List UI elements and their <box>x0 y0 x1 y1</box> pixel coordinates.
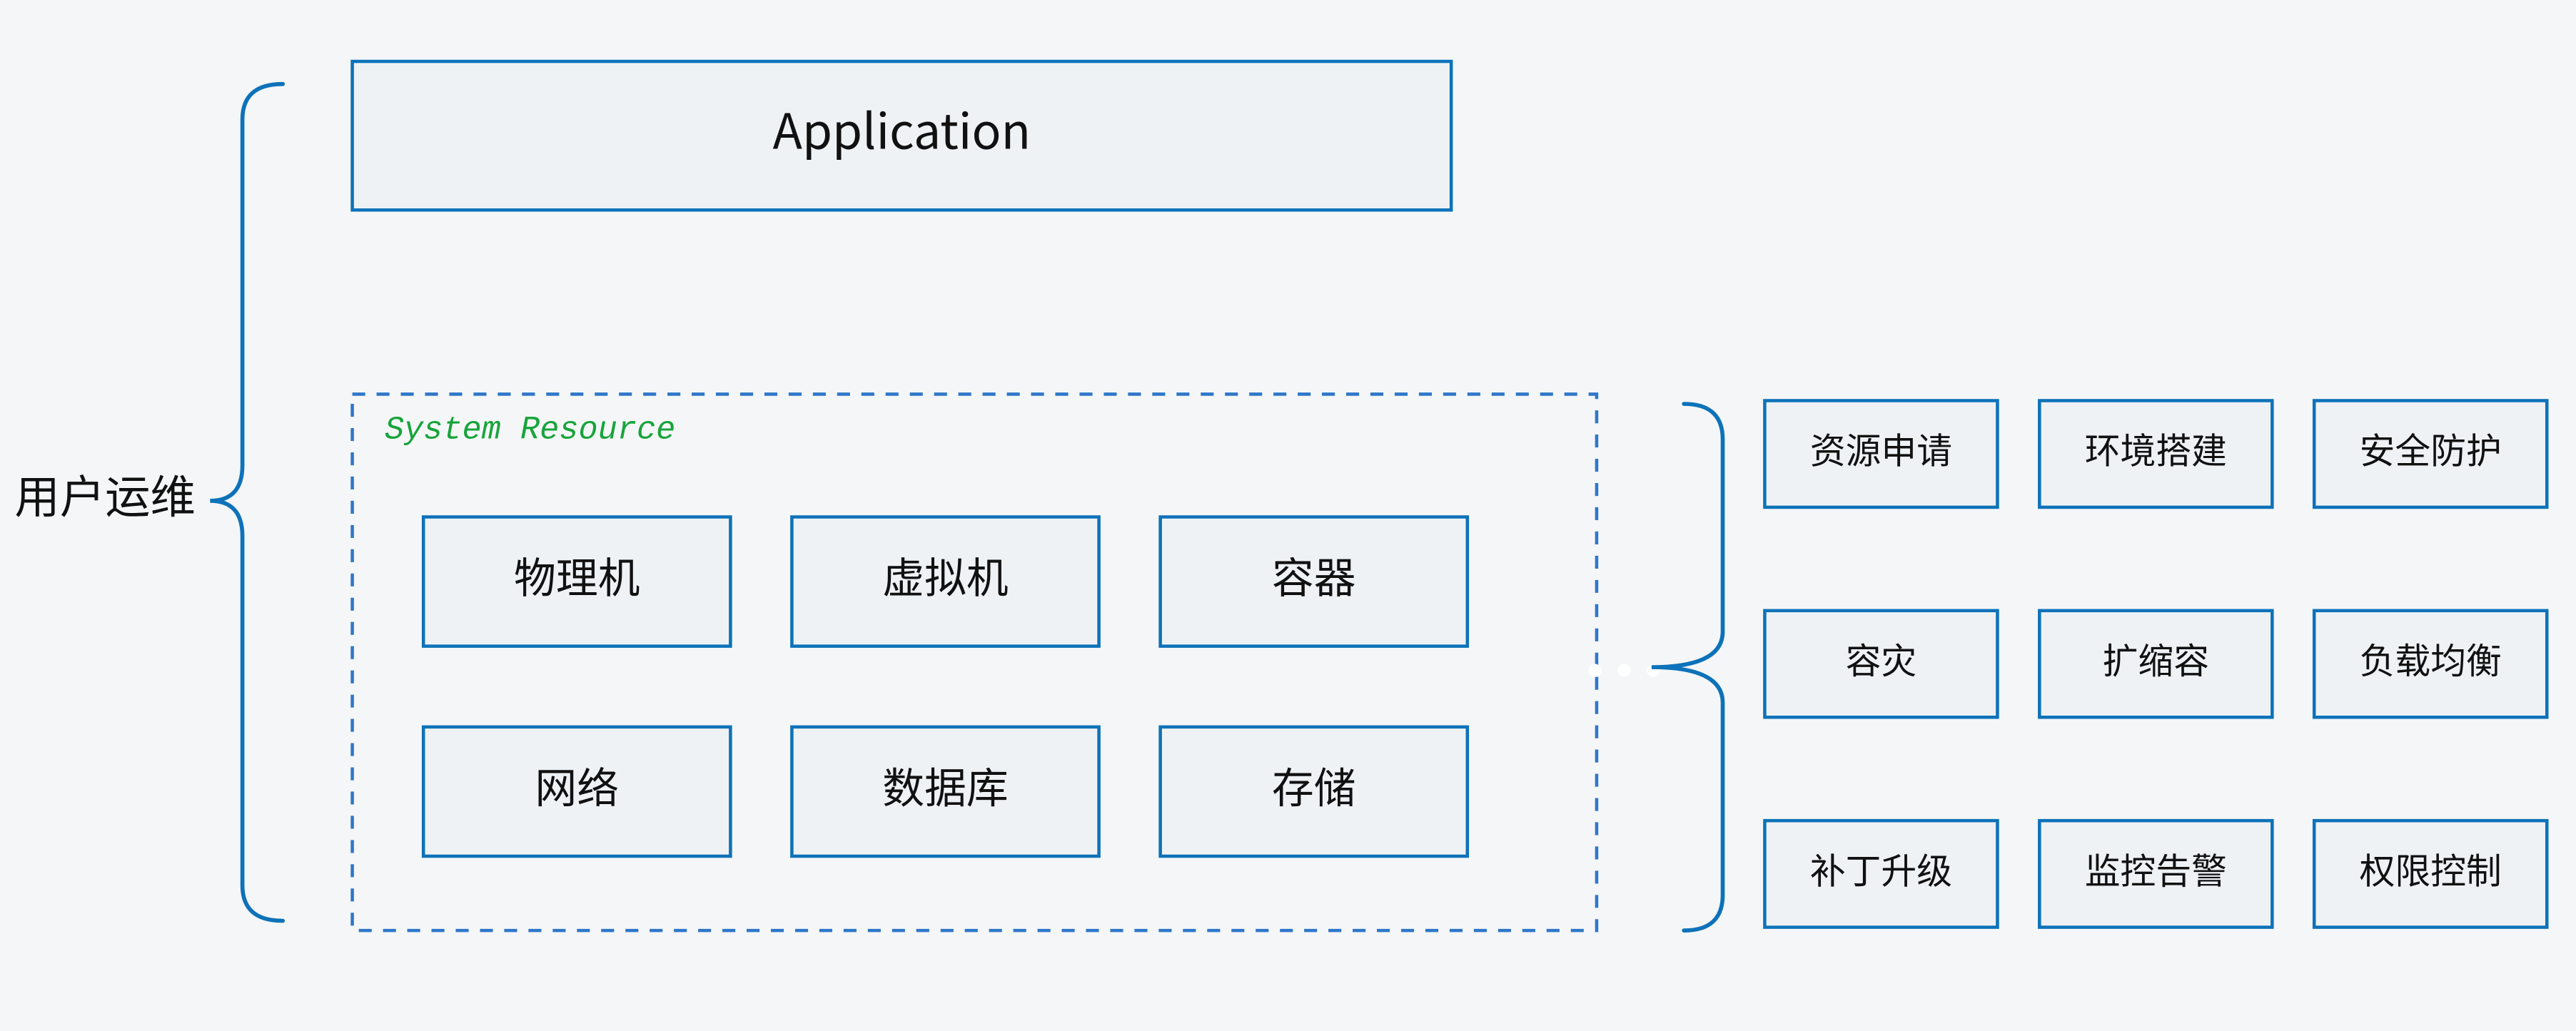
ellipsis-dot <box>1589 664 1602 677</box>
resource-label: 存储 <box>1272 754 1356 815</box>
application-label: Application <box>773 93 1031 163</box>
side-label: 用户运维 <box>14 461 196 527</box>
ops-label: 容灾 <box>1846 633 1917 684</box>
ellipsis-dot <box>1617 664 1630 677</box>
resource-label: 数据库 <box>882 754 1009 815</box>
ops-label: 补丁升级 <box>1810 843 1952 894</box>
ops-label: 负载均衡 <box>2360 633 2502 684</box>
resource-label: 虚拟机 <box>882 544 1009 605</box>
diagram-canvas: 用户运维 Application System Resource 物理机 虚拟机 容器网络… <box>0 0 2576 1031</box>
ops-label: 资源申请 <box>1810 423 1952 474</box>
resource-label: 容器 <box>1272 544 1356 605</box>
ops-label: 权限控制 <box>2360 843 2502 894</box>
system-resource-title: System Resource <box>385 412 675 449</box>
ops-label: 环境搭建 <box>2085 423 2227 474</box>
ops-label: 扩缩容 <box>2103 633 2209 684</box>
resource-label: 物理机 <box>514 544 640 605</box>
ops-label: 安全防护 <box>2360 423 2502 474</box>
resource-label: 网络 <box>535 754 619 815</box>
ops-label: 监控告警 <box>2085 843 2227 894</box>
